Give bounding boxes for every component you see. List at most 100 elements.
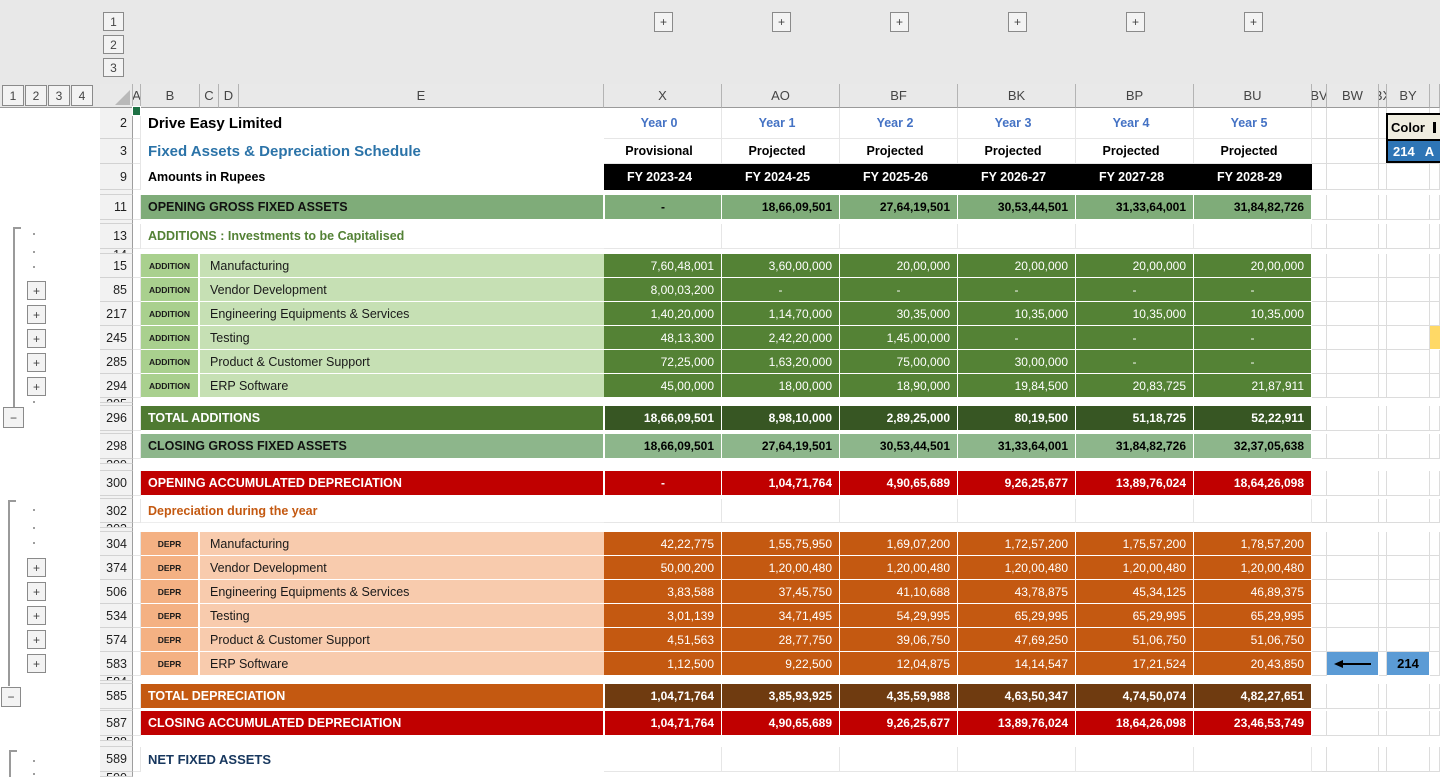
column-header-BP[interactable]: BP <box>1076 84 1194 108</box>
cell-value[interactable]: 3,83,588 <box>604 580 722 604</box>
expand-row-group-button[interactable]: + <box>27 654 46 673</box>
expand-column-group-button[interactable]: + <box>1008 12 1027 32</box>
cell-value[interactable]: 17,21,524 <box>1076 652 1194 676</box>
cell-value[interactable]: 2,42,20,000 <box>722 326 840 350</box>
item-name[interactable]: ERP Software <box>200 652 604 676</box>
cell-value[interactable]: 50,00,200 <box>604 556 722 580</box>
item-name[interactable]: Testing <box>200 326 604 350</box>
item-name[interactable]: Manufacturing <box>200 532 604 556</box>
cell-value[interactable]: 1,72,57,200 <box>958 532 1076 556</box>
cell-value[interactable]: 37,45,750 <box>722 580 840 604</box>
year-header-cell[interactable]: Year 4 <box>1076 108 1194 139</box>
cell-value[interactable]: 4,63,50,347 <box>958 684 1076 709</box>
row-number[interactable]: 85 <box>100 278 133 302</box>
status-header-cell[interactable]: Provisional <box>604 139 722 164</box>
cell-value[interactable]: 1,04,71,764 <box>722 471 840 496</box>
row-outline-level-2-button[interactable]: 2 <box>25 85 47 106</box>
opening-gross-label[interactable]: OPENING GROSS FIXED ASSETS <box>141 195 604 220</box>
column-header-A[interactable]: A <box>133 84 141 108</box>
cell-value[interactable]: 19,84,500 <box>958 374 1076 398</box>
row-number[interactable]: 245 <box>100 326 133 350</box>
item-name[interactable]: Product & Customer Support <box>200 350 604 374</box>
cell-value[interactable]: 31,33,64,001 <box>958 434 1076 459</box>
total-depreciation-label[interactable]: TOTAL DEPRECIATION <box>141 684 604 709</box>
row-number[interactable]: 217 <box>100 302 133 326</box>
cell-value[interactable]: 18,66,09,501 <box>604 406 722 431</box>
expand-row-group-button[interactable]: + <box>27 329 46 348</box>
row-number[interactable]: 285 <box>100 350 133 374</box>
cell-value[interactable]: - <box>604 195 722 220</box>
cell-value[interactable]: 18,66,09,501 <box>604 434 722 459</box>
cell-value[interactable]: 47,69,250 <box>958 628 1076 652</box>
highlight-cell[interactable] <box>1430 326 1440 350</box>
expand-row-group-button[interactable]: + <box>27 582 46 601</box>
row-number[interactable]: 298 <box>100 434 133 459</box>
cell-value[interactable]: 4,90,65,689 <box>722 711 840 736</box>
cell-value[interactable]: 39,06,750 <box>840 628 958 652</box>
cell-value[interactable]: 1,20,00,480 <box>1194 556 1312 580</box>
cell-value[interactable]: 18,66,09,501 <box>722 195 840 220</box>
column-header-E[interactable]: E <box>239 84 604 108</box>
cell-value[interactable]: 20,00,000 <box>840 254 958 278</box>
row-number[interactable]: 3 <box>100 139 133 164</box>
cell-value[interactable]: 1,20,00,480 <box>1076 556 1194 580</box>
closing-acc-dep-label[interactable]: CLOSING ACCUMULATED DEPRECIATION <box>141 711 604 736</box>
fiscal-year-cell[interactable]: FY 2023-24 <box>604 164 722 190</box>
item-name[interactable]: Engineering Equipments & Services <box>200 580 604 604</box>
cell-value[interactable]: - <box>1076 350 1194 374</box>
column-header-BY[interactable]: BY <box>1387 84 1430 108</box>
column-header-BW[interactable]: BW <box>1327 84 1379 108</box>
schedule-title-cell[interactable]: Fixed Assets & Depreciation Schedule <box>141 139 604 164</box>
expand-row-group-button[interactable]: + <box>27 630 46 649</box>
cell-value[interactable]: - <box>1194 278 1312 302</box>
row-number[interactable]: 13 <box>100 224 133 249</box>
cell-value[interactable]: 7,60,48,001 <box>604 254 722 278</box>
cell-value[interactable]: 1,20,00,480 <box>840 556 958 580</box>
column-header-BV[interactable]: BV <box>1312 84 1327 108</box>
year-header-cell[interactable]: Year 0 <box>604 108 722 139</box>
depr-tag[interactable]: DEPR <box>141 556 200 580</box>
row-number[interactable]: 534 <box>100 604 133 628</box>
cell-value[interactable]: 1,78,57,200 <box>1194 532 1312 556</box>
row-number[interactable]: 574 <box>100 628 133 652</box>
cell-value[interactable]: 1,69,07,200 <box>840 532 958 556</box>
cell-value[interactable]: 4,74,50,074 <box>1076 684 1194 709</box>
addition-tag[interactable]: ADDITION <box>141 374 200 398</box>
expand-row-group-button[interactable]: + <box>27 305 46 324</box>
cell-value[interactable]: 3,85,93,925 <box>722 684 840 709</box>
color-legend-value[interactable]: 214 A <box>1388 141 1440 161</box>
column-header-AO[interactable]: AO <box>722 84 840 108</box>
column-header-C[interactable]: C <box>200 84 219 108</box>
column-header-B[interactable]: B <box>141 84 200 108</box>
fiscal-year-cell[interactable]: FY 2027-28 <box>1076 164 1194 190</box>
expand-row-group-button[interactable]: + <box>27 606 46 625</box>
net-fixed-assets-label[interactable]: NET FIXED ASSETS <box>141 747 604 772</box>
cell-value[interactable]: 27,64,19,501 <box>722 434 840 459</box>
row-number[interactable]: 302 <box>100 499 133 523</box>
expand-column-group-button[interactable]: + <box>772 12 791 32</box>
column-header-partial[interactable] <box>1430 84 1440 108</box>
collapse-row-group-button[interactable]: − <box>1 687 21 707</box>
item-name[interactable]: Testing <box>200 604 604 628</box>
dep-section-label[interactable]: Depreciation during the year <box>141 499 604 523</box>
cell-value[interactable]: 18,64,26,098 <box>1076 711 1194 736</box>
row-number[interactable]: 589 <box>100 747 133 772</box>
cell-value[interactable]: - <box>1076 326 1194 350</box>
row-number[interactable]: 506 <box>100 580 133 604</box>
company-title-cell[interactable]: Drive Easy Limited <box>141 108 604 139</box>
cell-value[interactable]: 1,20,00,480 <box>722 556 840 580</box>
opening-acc-dep-label[interactable]: OPENING ACCUMULATED DEPRECIATION <box>141 471 604 496</box>
item-name[interactable]: Engineering Equipments & Services <box>200 302 604 326</box>
depr-tag[interactable]: DEPR <box>141 652 200 676</box>
cell-value[interactable]: 9,26,25,677 <box>958 471 1076 496</box>
arrow-cell[interactable] <box>1327 652 1379 676</box>
cell-value[interactable]: 75,00,000 <box>840 350 958 374</box>
expand-column-group-button[interactable]: + <box>890 12 909 32</box>
row-number[interactable]: 583 <box>100 652 133 676</box>
cell-value[interactable]: 65,29,995 <box>1194 604 1312 628</box>
cell-value[interactable]: - <box>958 278 1076 302</box>
cell-value[interactable]: 1,04,71,764 <box>604 684 722 709</box>
additions-section-label[interactable]: ADDITIONS : Investments to be Capitalise… <box>141 224 604 249</box>
item-name[interactable]: ERP Software <box>200 374 604 398</box>
collapse-row-group-button[interactable]: − <box>3 407 24 428</box>
